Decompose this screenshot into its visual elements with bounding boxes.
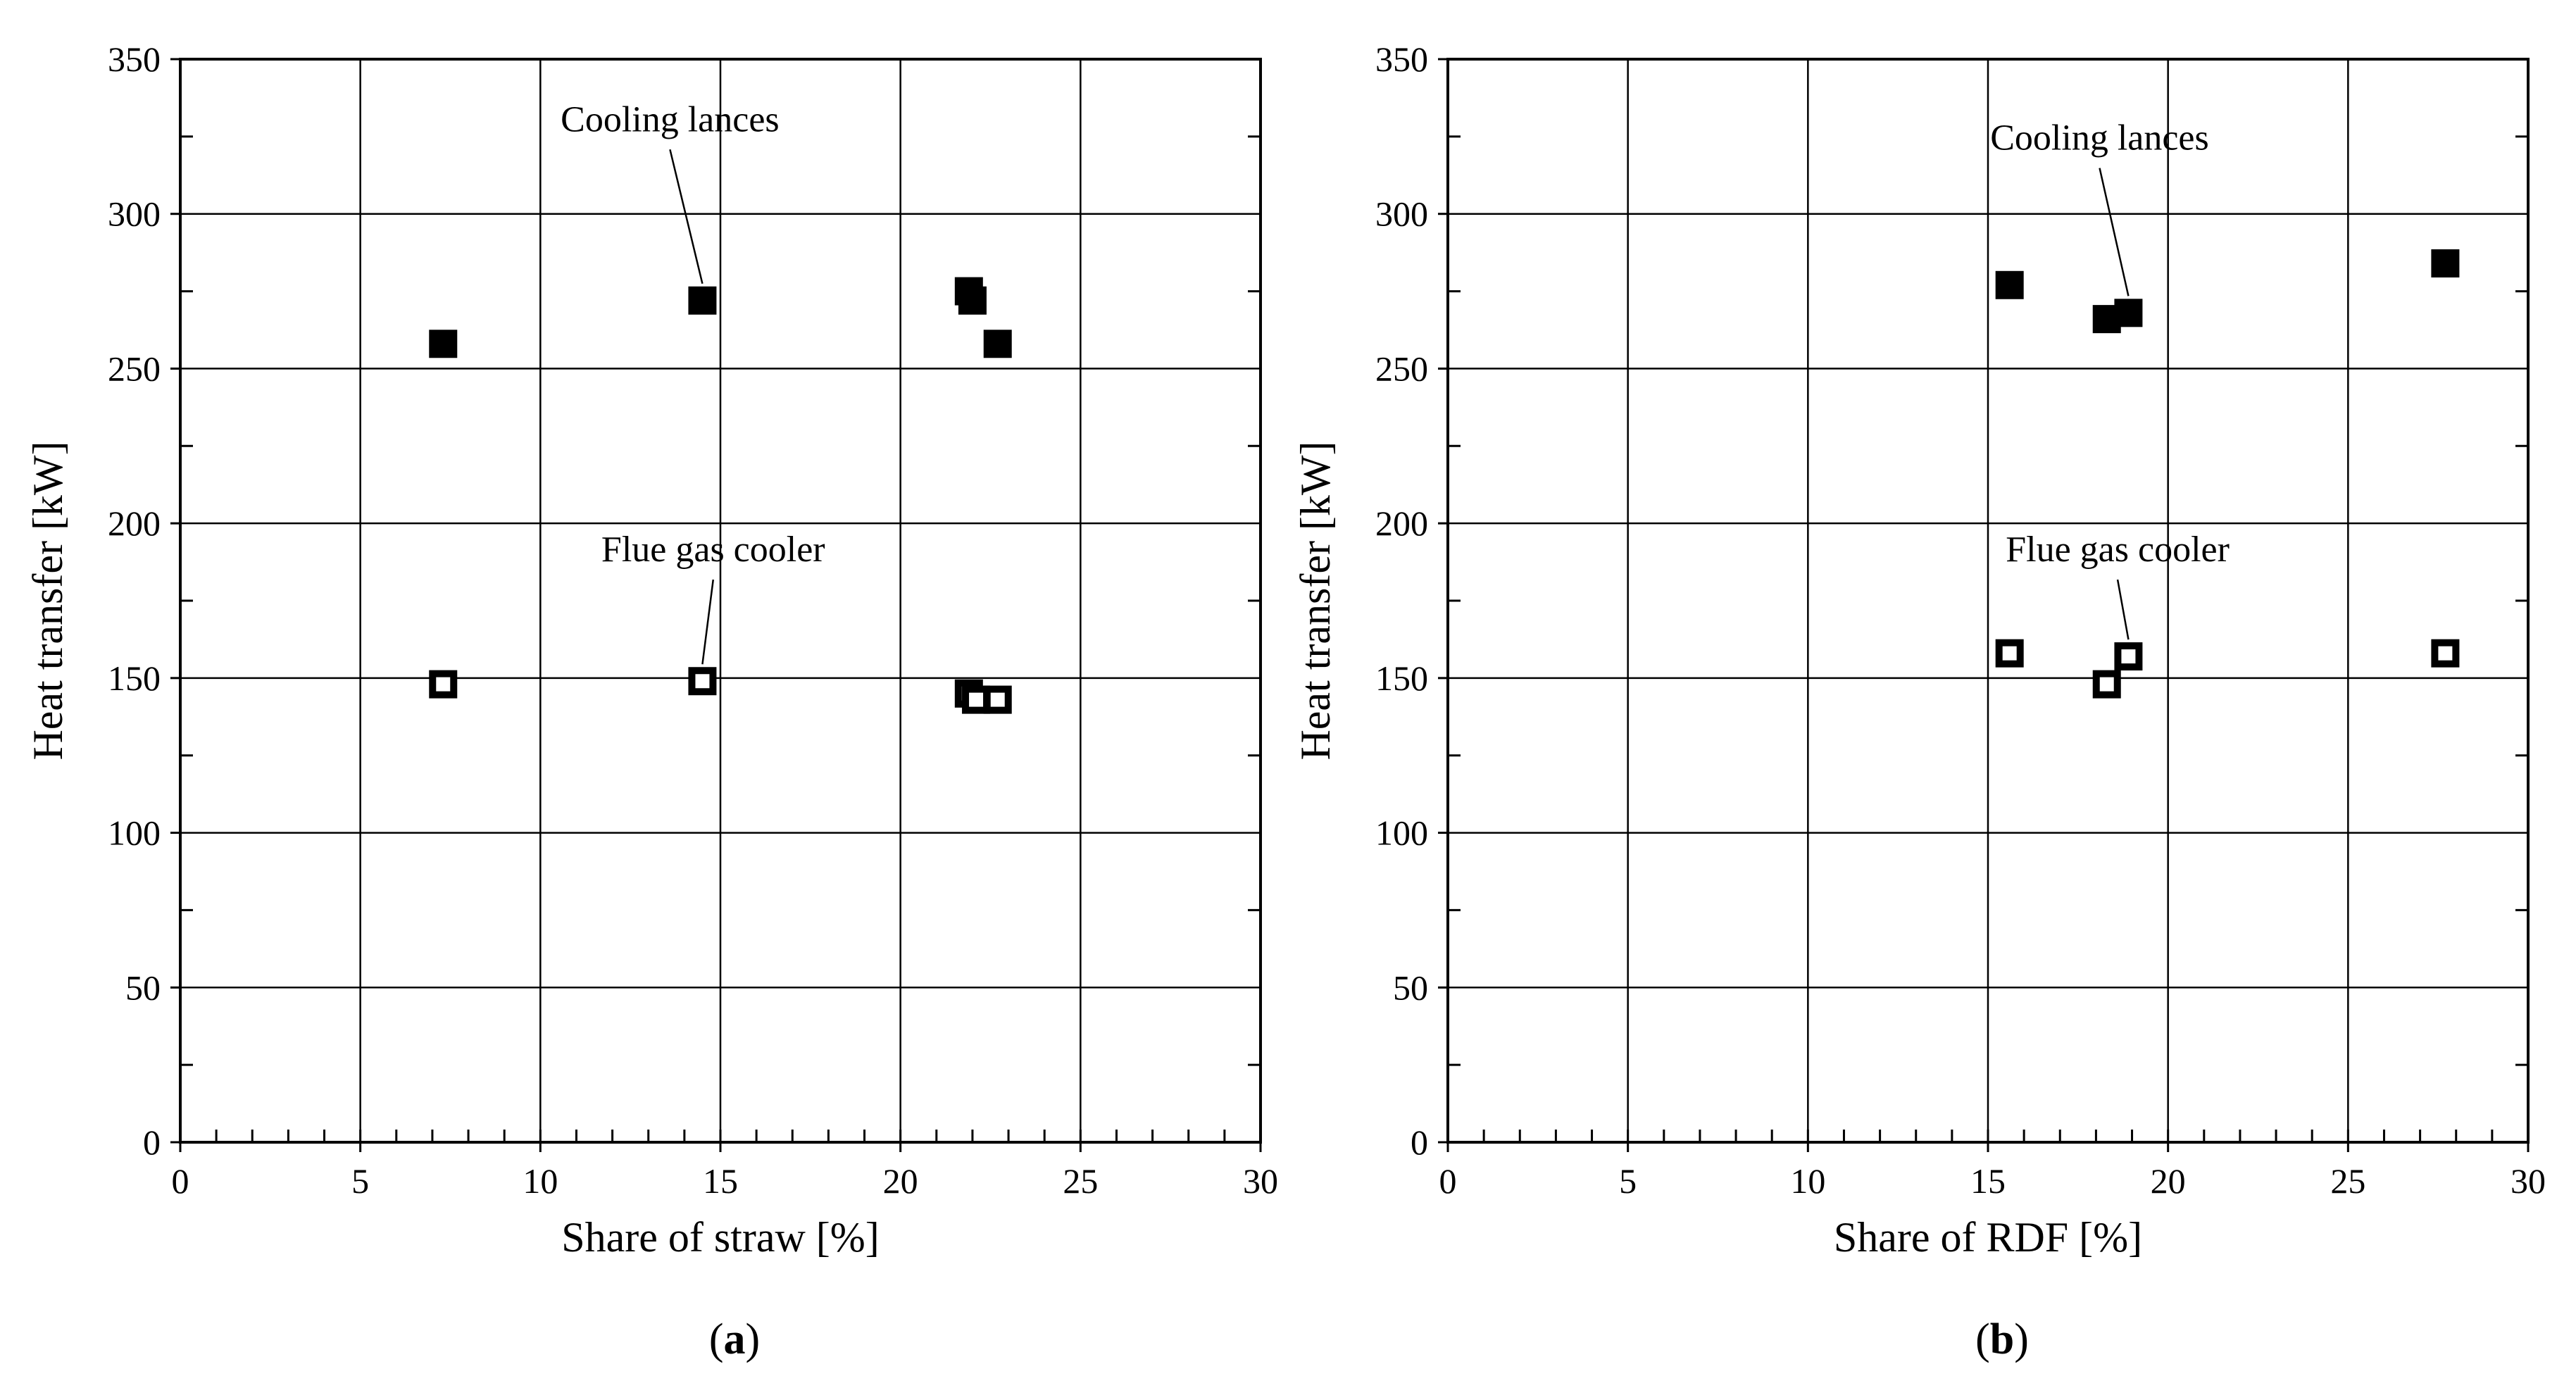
annotation-leader-line: [669, 149, 704, 285]
marker-filled-square: [688, 286, 717, 315]
x-axis-title: Share of RDF [%]: [1834, 1214, 2142, 1261]
panel-label-letter: a: [724, 1315, 746, 1363]
marker-filled-square: [1995, 270, 2024, 299]
x-tick-label: 0: [172, 1161, 189, 1201]
y-tick-label: 50: [125, 968, 161, 1007]
y-axis-title: Heat transfer [kW]: [25, 441, 71, 760]
y-tick-label: 250: [108, 349, 161, 388]
panel-label-close: ): [2014, 1315, 2029, 1363]
panel-label-close: ): [746, 1315, 761, 1363]
x-tick-label: 25: [2330, 1161, 2365, 1201]
y-tick-label: 200: [108, 504, 161, 543]
y-axis-title: Heat transfer [kW]: [1292, 441, 1339, 760]
panel-label-open: (: [1975, 1315, 1990, 1363]
marker-open-square: [1995, 639, 2024, 668]
marker-open-square: [2114, 642, 2143, 671]
y-tick-label: 350: [1375, 39, 1428, 79]
panel-label-open: (: [709, 1315, 724, 1363]
marker-open-square: [2431, 639, 2460, 668]
annotation-label: Cooling lances: [561, 99, 780, 139]
marker-open-square: [2092, 670, 2121, 699]
x-tick-label: 10: [1790, 1161, 1825, 1201]
y-tick-label: 50: [1393, 968, 1428, 1007]
y-tick-label: 0: [1411, 1123, 1428, 1162]
marker-open-square: [962, 685, 991, 714]
x-tick-label: 0: [1439, 1161, 1457, 1201]
x-tick-label: 15: [1970, 1161, 2006, 1201]
y-tick-label: 300: [1375, 194, 1428, 234]
marker-filled-square: [983, 330, 1012, 358]
y-tick-label: 200: [1375, 504, 1428, 543]
marker-filled-square: [2114, 299, 2143, 327]
annotation-leader-line: [701, 579, 715, 665]
y-tick-label: 150: [1375, 658, 1428, 698]
marker-filled-square: [429, 330, 458, 358]
marker-open-square: [983, 685, 1012, 714]
x-tick-label: 10: [523, 1161, 558, 1201]
panel-label-letter: b: [1990, 1315, 2014, 1363]
panel-label: (a): [709, 1315, 760, 1363]
marker-open-square: [429, 670, 458, 699]
annotation-leader-line: [2099, 168, 2130, 296]
marker-open-square: [688, 667, 717, 696]
y-tick-label: 100: [108, 813, 161, 853]
x-tick-label: 25: [1063, 1161, 1098, 1201]
x-axis-title: Share of straw [%]: [561, 1214, 880, 1261]
annotation-label: Cooling lances: [1990, 118, 2209, 158]
x-tick-label: 20: [2151, 1161, 2186, 1201]
x-tick-label: 5: [1619, 1161, 1637, 1201]
y-tick-label: 100: [1375, 813, 1428, 853]
annotation-label: Flue gas cooler: [601, 530, 825, 570]
x-tick-label: 30: [1243, 1161, 1278, 1201]
x-tick-label: 5: [351, 1161, 369, 1201]
annotation-leader-line: [2116, 579, 2130, 640]
y-tick-label: 150: [108, 658, 161, 698]
marker-filled-square: [958, 286, 987, 315]
x-tick-label: 15: [703, 1161, 738, 1201]
y-tick-label: 250: [1375, 349, 1428, 388]
y-tick-label: 350: [108, 39, 161, 79]
x-tick-label: 20: [883, 1161, 918, 1201]
marker-filled-square: [2431, 249, 2460, 278]
annotation-label: Flue gas cooler: [2006, 530, 2230, 570]
panel-label: (b): [1975, 1315, 2029, 1363]
x-tick-label: 30: [2511, 1161, 2546, 1201]
y-tick-label: 300: [108, 194, 161, 234]
y-tick-label: 0: [143, 1123, 161, 1162]
